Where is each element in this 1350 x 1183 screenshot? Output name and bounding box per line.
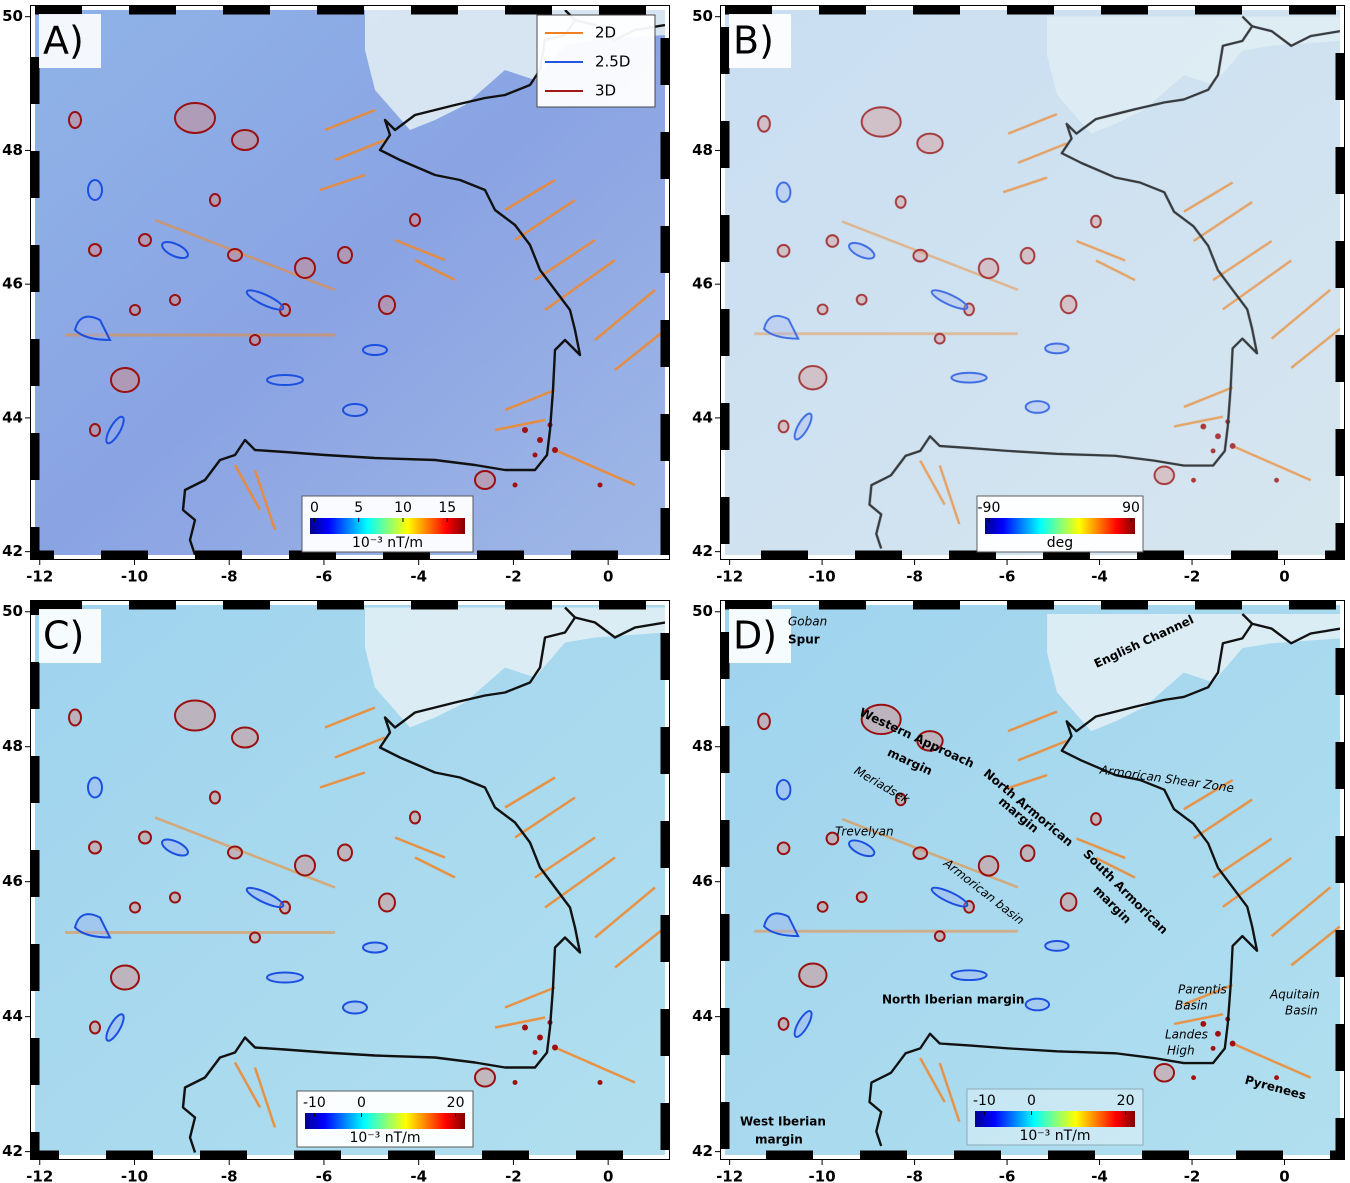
map-panel: -12 -10 -8 -6 -4 -2 0 42 44 46 48 50 B) -90 90 deg: [692, 6, 1344, 586]
x-tick-label: -6: [316, 1168, 333, 1183]
x-tick-label: -6: [999, 568, 1016, 586]
x-tick-label: -4: [410, 1168, 427, 1183]
y-tick-label: 48: [692, 141, 713, 159]
annotation: Trevelyan: [835, 825, 894, 839]
x-tick-label: -10: [809, 568, 836, 586]
map-background: [725, 10, 1340, 555]
annotation: Parentis: [1178, 983, 1227, 997]
colorbar-tick-label: 10: [394, 500, 412, 516]
colorbar-tick-label: -10: [973, 1093, 996, 1109]
colorbar-tick-label: -10: [303, 1095, 326, 1111]
x-tick-label: 0: [1279, 1168, 1289, 1183]
y-tick-label: 48: [2, 737, 23, 755]
y-tick-label: 46: [692, 872, 713, 890]
y-tick-label: 46: [2, 275, 23, 293]
y-tick-label: 50: [692, 602, 713, 620]
annotation: Basin: [1175, 999, 1208, 1013]
annotation: North Iberian margin: [882, 993, 1024, 1007]
map-background: [35, 605, 665, 1155]
x-tick-label: -8: [906, 568, 923, 586]
annotation: Spur: [788, 633, 820, 647]
map-panel: -12 -10 -8 -6 -4 -2 0 42 44 46 48 50 C) -10 0 20 10⁻³ nT…: [2, 601, 669, 1183]
y-tick-label: 50: [2, 602, 23, 620]
annotation: Landes: [1165, 1028, 1208, 1042]
colorbar-unit: deg: [1047, 535, 1073, 551]
panel-label: D): [733, 614, 777, 658]
map-panel: -12 -10 -8 -6 -4 -2 0 42 44 46 48 50 D) -10 0 20 10⁻³ nT…: [692, 601, 1344, 1183]
colorbar-unit: 10⁻³ nT/m: [352, 535, 423, 551]
x-tick-label: -12: [716, 1168, 743, 1183]
x-tick-label: -10: [121, 568, 148, 586]
colorbar-unit: 10⁻³ nT/m: [349, 1130, 420, 1146]
colorbar: [985, 518, 1135, 534]
x-tick-label: -10: [809, 1168, 836, 1183]
x-tick-label: -4: [1091, 1168, 1108, 1183]
annotation: Basin: [1285, 1004, 1318, 1018]
x-tick-label: -12: [716, 568, 743, 586]
y-tick-label: 44: [692, 408, 713, 426]
figure: -12 -10 -8 -6 -4 -2 0 42 44 46 48 50 A) 0 5 10 15 10⁻³ nT…: [0, 0, 1350, 1183]
y-tick-label: 44: [692, 1007, 713, 1025]
annotation: Goban: [788, 615, 827, 629]
x-tick-label: -4: [1091, 568, 1108, 586]
colorbar-tick-label: 0: [357, 1095, 366, 1111]
colorbar-tick-label: 20: [1117, 1093, 1135, 1109]
y-tick-label: 46: [2, 872, 23, 890]
y-tick-label: 42: [692, 542, 713, 560]
colorbar-tick-label: 20: [447, 1095, 465, 1111]
y-tick-label: 42: [2, 542, 23, 560]
x-tick-label: 0: [603, 568, 613, 586]
annotation: margin: [755, 1133, 803, 1147]
x-tick-label: -6: [316, 568, 333, 586]
panel-label: A): [43, 19, 84, 63]
colorbar-unit: 10⁻³ nT/m: [1019, 1128, 1090, 1144]
y-tick-label: 48: [2, 141, 23, 159]
x-tick-label: -2: [505, 1168, 522, 1183]
y-tick-label: 48: [692, 737, 713, 755]
x-tick-label: -2: [505, 568, 522, 586]
x-tick-label: -2: [1184, 1168, 1201, 1183]
y-tick-label: 44: [2, 1007, 23, 1025]
colorbar: [975, 1111, 1135, 1127]
x-tick-label: -12: [26, 568, 53, 586]
x-tick-label: 0: [603, 1168, 613, 1183]
legend-label: 2.5D: [595, 53, 630, 71]
x-tick-label: -6: [999, 1168, 1016, 1183]
y-tick-label: 46: [692, 275, 713, 293]
y-tick-label: 50: [2, 7, 23, 25]
x-tick-label: -8: [221, 1168, 238, 1183]
annotation: West Iberian: [740, 1115, 826, 1129]
x-tick-label: -4: [410, 568, 427, 586]
map-panel: -12 -10 -8 -6 -4 -2 0 42 44 46 48 50 A) 0 5 10 15 10⁻³ nT…: [2, 6, 669, 586]
y-tick-label: 42: [2, 1142, 23, 1160]
colorbar: [310, 518, 465, 534]
y-tick-label: 42: [692, 1142, 713, 1160]
colorbar: [305, 1113, 465, 1129]
colorbar-tick-label: 15: [438, 500, 456, 516]
x-tick-label: -12: [26, 1168, 53, 1183]
panel-label: C): [43, 614, 84, 658]
colorbar-tick-label: 5: [354, 500, 363, 516]
x-tick-label: -10: [121, 1168, 148, 1183]
colorbar-tick-label: -90: [978, 500, 1001, 516]
legend-label: 2D: [595, 24, 616, 42]
annotation: Aquitain: [1269, 988, 1320, 1002]
legend-label: 3D: [595, 82, 616, 100]
x-tick-label: 0: [1279, 568, 1289, 586]
annotation: High: [1167, 1044, 1195, 1058]
panel-label: B): [733, 19, 774, 63]
colorbar-tick-label: 90: [1122, 500, 1140, 516]
x-tick-label: -8: [906, 1168, 923, 1183]
x-tick-label: -2: [1184, 568, 1201, 586]
colorbar-tick-label: 0: [310, 500, 319, 516]
colorbar-tick-label: 0: [1027, 1093, 1036, 1109]
y-tick-label: 44: [2, 408, 23, 426]
y-tick-label: 50: [692, 7, 713, 25]
x-tick-label: -8: [221, 568, 238, 586]
